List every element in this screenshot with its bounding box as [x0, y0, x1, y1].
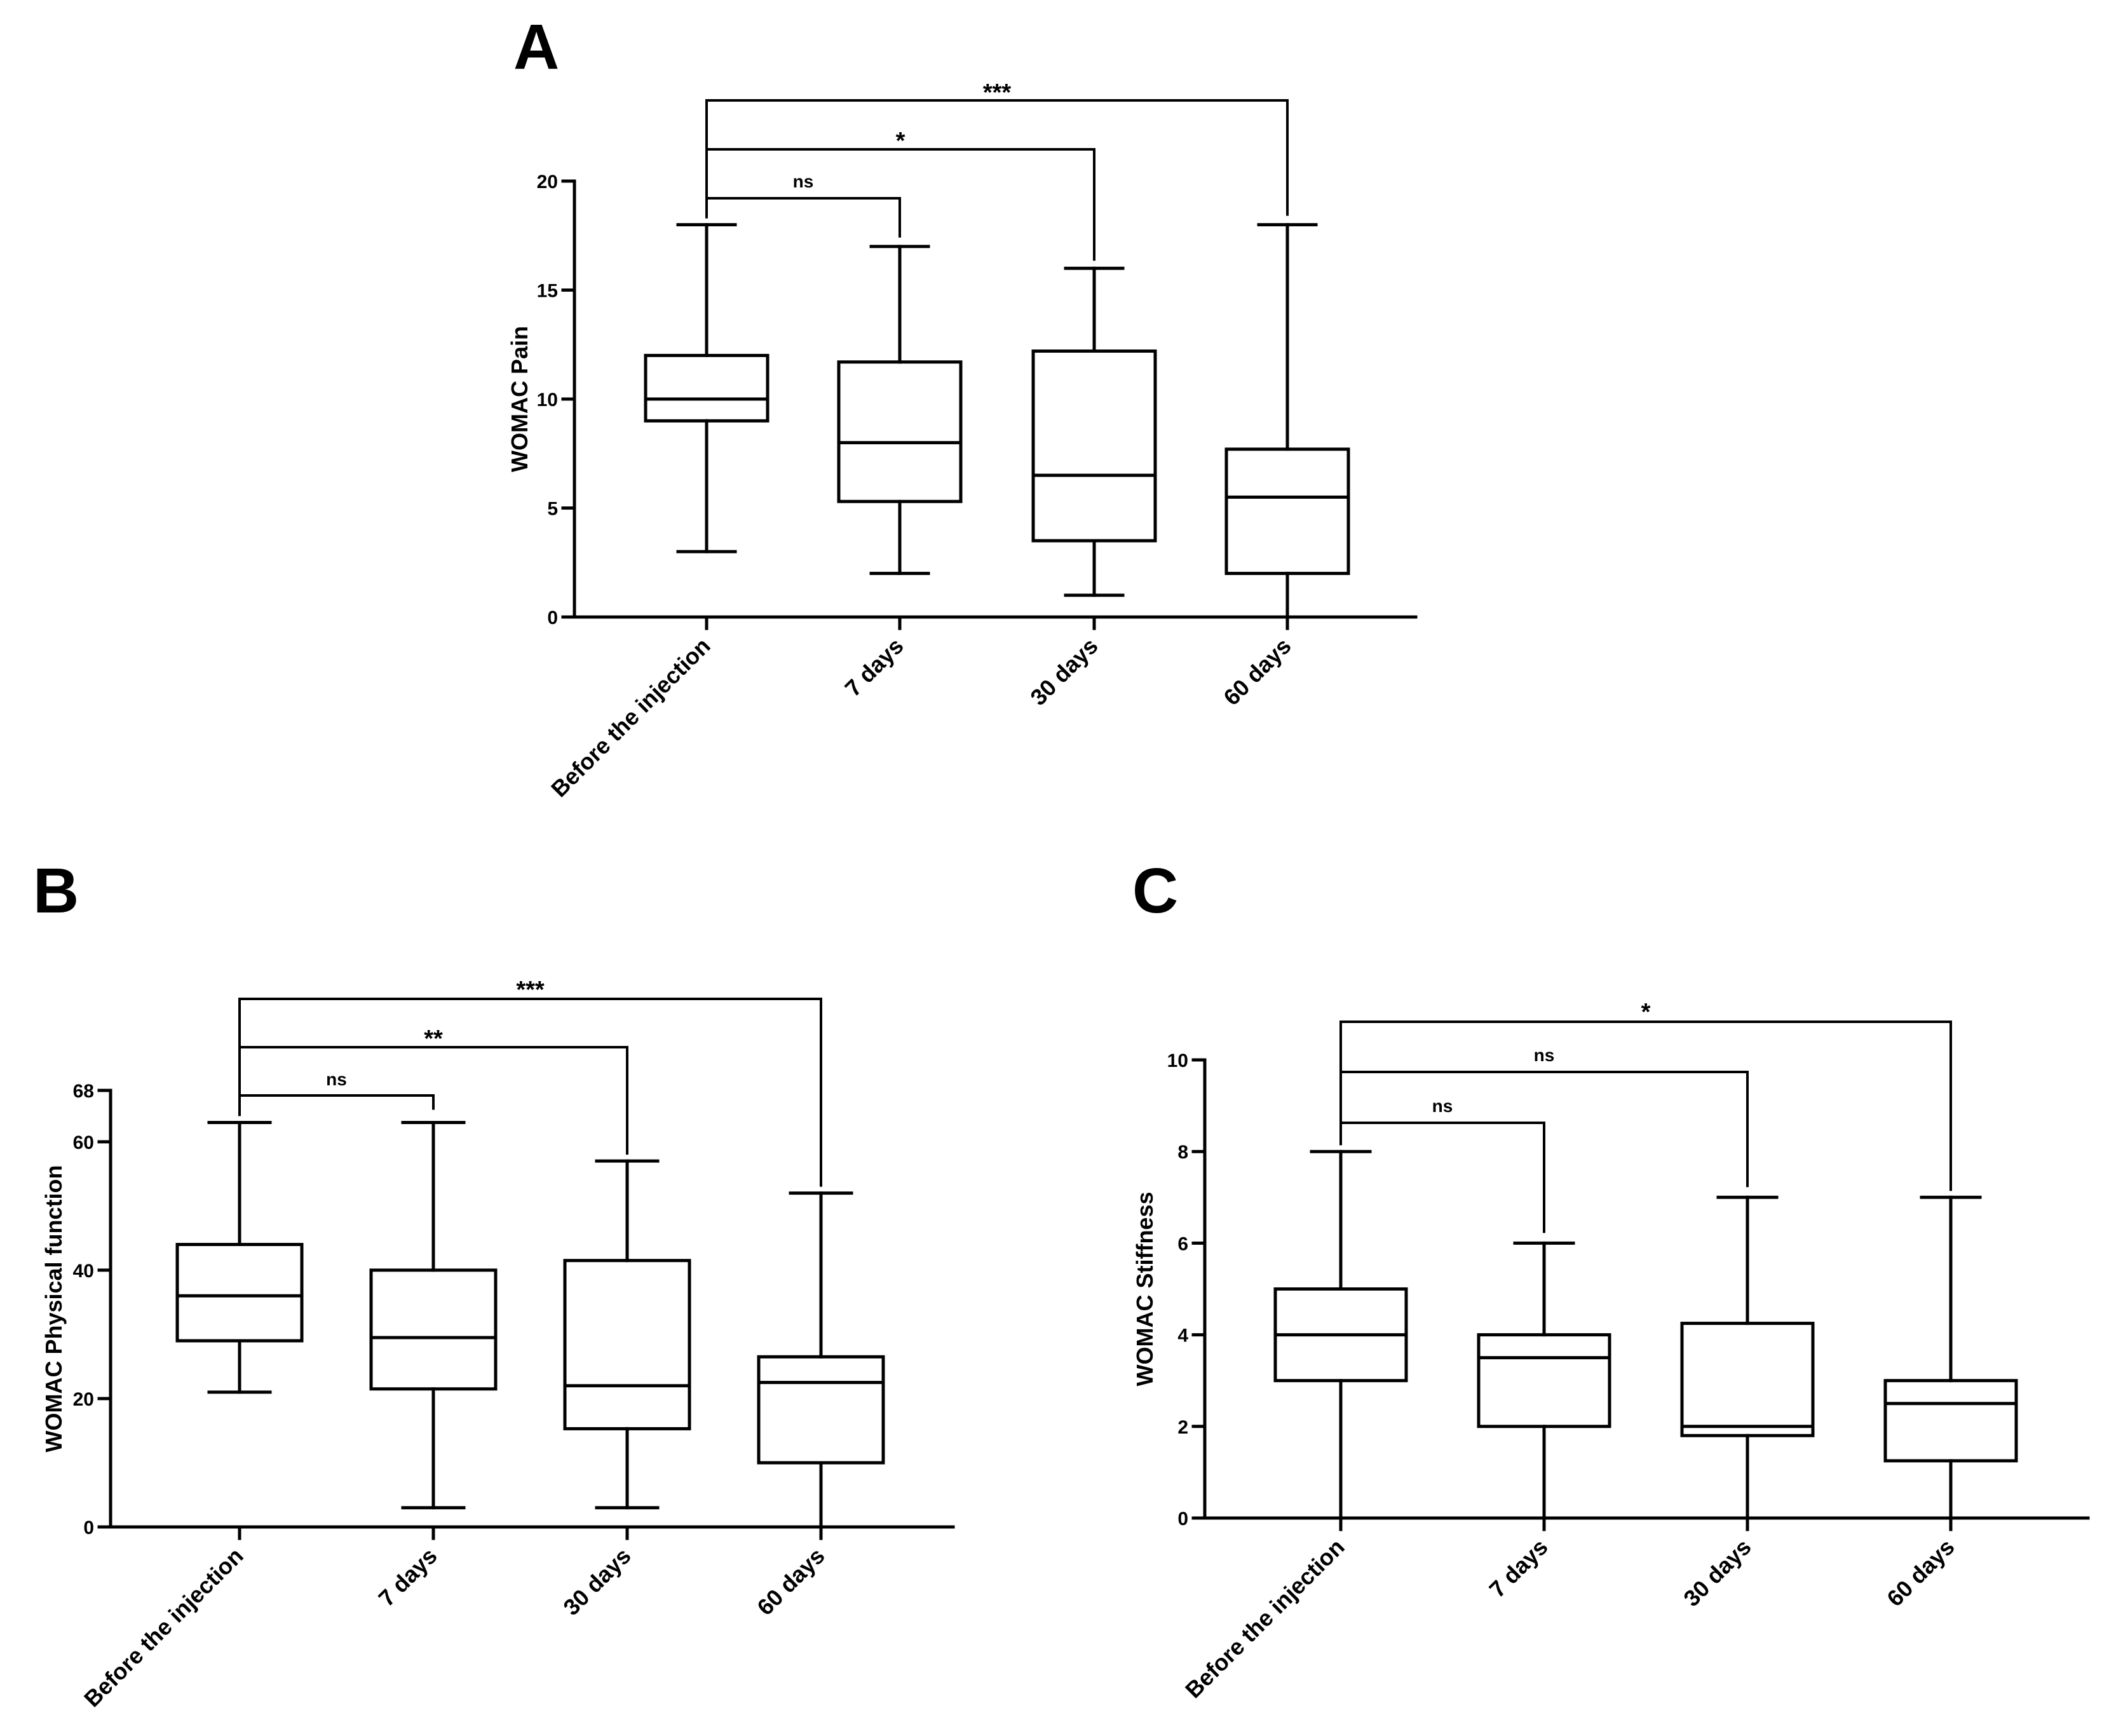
significance-label: ns [1534, 1045, 1555, 1065]
iqr-box [175, 1242, 304, 1343]
box-plot-2 [837, 245, 963, 575]
x-category-label: Before the injection [79, 1543, 248, 1712]
chart-panel-b: B 0 20 40 60 68 WOMAC Physical function Before … [33, 855, 955, 1712]
iqr-box [369, 1268, 498, 1391]
x-category-label: 60 days [1882, 1534, 1959, 1611]
y-tick-label: 20 [537, 172, 558, 193]
y-tick-label: 5 [547, 499, 558, 520]
x-category-label: 60 days [752, 1543, 829, 1620]
y-tick-label: 2 [1177, 1417, 1188, 1438]
iqr-box [1883, 1379, 2018, 1463]
y-tick-label: 0 [1177, 1509, 1188, 1529]
y-tick-label: 10 [1167, 1050, 1188, 1071]
significance-label: ** [424, 1026, 443, 1052]
box-plot-4 [1883, 1195, 2018, 1520]
y-axis-title: WOMAC Pain [506, 326, 532, 472]
iqr-box [1224, 447, 1350, 575]
x-category-label: Before the injection [546, 633, 715, 803]
significance-label: * [1641, 999, 1651, 1026]
box-plot-1 [175, 1121, 304, 1394]
y-tick-label: 60 [73, 1132, 94, 1153]
y-tick-label: 8 [1177, 1142, 1188, 1163]
significance-label: * [896, 128, 905, 154]
significance-label: ns [793, 172, 814, 191]
box-plot-2 [1477, 1241, 1611, 1520]
significance-bracket-1: ns [238, 1069, 435, 1110]
box-plot-3 [1031, 266, 1157, 597]
y-tick-label: 6 [1177, 1233, 1188, 1254]
panel-letter: C [1132, 855, 1178, 926]
x-category-label: 7 days [373, 1543, 442, 1611]
y-tick-label: 0 [547, 607, 558, 628]
y-axis-title: WOMAC Physical function [41, 1165, 67, 1452]
box-plot-1 [1273, 1149, 1408, 1520]
panel-letter: A [513, 11, 559, 83]
iqr-box [1680, 1322, 1815, 1437]
y-tick-label: 68 [73, 1081, 94, 1102]
iqr-box [1031, 349, 1157, 543]
y-tick-label: 20 [73, 1389, 94, 1410]
significance-bracket-1: ns [705, 172, 901, 238]
box-plot-1 [644, 223, 770, 553]
box-plot-4 [1224, 223, 1350, 619]
y-axis-title: WOMAC Stiffness [1132, 1192, 1158, 1387]
y-tick-label: 40 [73, 1261, 94, 1282]
box-plot-4 [757, 1191, 885, 1529]
bracket-line [238, 998, 822, 1187]
chart-panel-c: C 0 2 4 6 8 10 WOMAC Stiffness Before the inject… [1132, 855, 2090, 1704]
x-category-label: 7 days [1484, 1534, 1552, 1603]
x-category-label: 7 days [839, 633, 908, 702]
significance-bracket-3: *** [705, 79, 1289, 219]
panel-letter: B [33, 855, 79, 926]
bracket-line [238, 1094, 435, 1110]
y-tick-label: 0 [83, 1517, 94, 1538]
iqr-box [837, 360, 963, 503]
significance-bracket-2: * [705, 128, 1095, 261]
significance-label: ns [326, 1069, 347, 1089]
bracket-line [705, 99, 1289, 219]
bracket-line [1339, 1021, 1952, 1191]
x-category-label: 60 days [1218, 633, 1296, 710]
significance-bracket-3: *** [238, 977, 822, 1187]
bracket-line [1339, 1122, 1545, 1233]
x-category-label: 30 days [558, 1543, 635, 1620]
box-plot-3 [1680, 1195, 1815, 1520]
y-tick-label: 10 [537, 390, 558, 410]
iqr-box [644, 353, 770, 423]
x-category-label: 30 days [1025, 633, 1102, 710]
box-plot-3 [563, 1159, 691, 1510]
y-tick-label: 15 [537, 281, 558, 302]
iqr-box [1477, 1333, 1611, 1428]
box-plot-2 [369, 1121, 498, 1510]
significance-bracket-3: * [1339, 999, 1952, 1191]
significance-bracket-1: ns [1339, 1096, 1545, 1233]
bracket-line [705, 197, 901, 238]
significance-label: *** [983, 79, 1012, 106]
chart-panel-a: A 0 5 10 15 20 WOMAC Pain Before the injection 7… [506, 11, 1418, 803]
iqr-box [757, 1355, 885, 1465]
y-tick-label: 4 [1177, 1326, 1188, 1346]
x-category-label: Before the injection [1180, 1534, 1350, 1704]
iqr-box [563, 1259, 691, 1430]
significance-label: *** [516, 977, 545, 1003]
significance-label: ns [1432, 1096, 1453, 1116]
x-category-label: 30 days [1678, 1534, 1756, 1611]
